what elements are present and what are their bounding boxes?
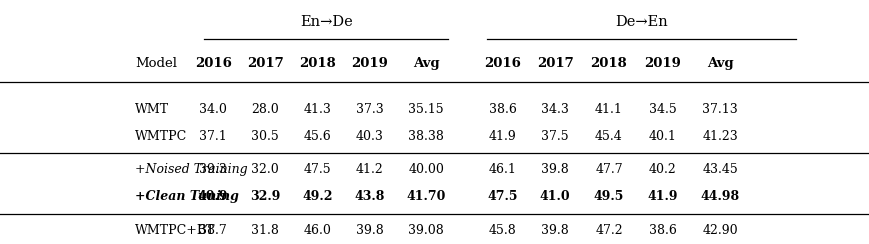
Text: +Clean Tuning: +Clean Tuning [135, 190, 238, 203]
Text: +Noised Training: +Noised Training [135, 163, 247, 176]
Text: 46.0: 46.0 [303, 224, 331, 237]
Text: 40.00: 40.00 [408, 163, 444, 176]
Text: WMTPC: WMTPC [135, 130, 187, 143]
Text: 34.3: 34.3 [541, 103, 568, 116]
Text: 44.98: 44.98 [700, 190, 739, 203]
Text: 32.0: 32.0 [251, 163, 279, 176]
Text: 39.08: 39.08 [408, 224, 444, 237]
Text: 49.5: 49.5 [594, 190, 623, 203]
Text: 38.7: 38.7 [199, 224, 227, 237]
Text: 37.13: 37.13 [701, 103, 738, 116]
Text: 34.0: 34.0 [199, 103, 227, 116]
Text: 30.5: 30.5 [251, 130, 279, 143]
Text: 28.0: 28.0 [251, 103, 279, 116]
Text: 2019: 2019 [644, 57, 680, 70]
Text: 40.1: 40.1 [648, 130, 676, 143]
Text: 2017: 2017 [247, 57, 283, 70]
Text: 43.8: 43.8 [355, 190, 384, 203]
Text: 32.9: 32.9 [250, 190, 280, 203]
Text: 39.8: 39.8 [355, 224, 383, 237]
Text: 39.8: 39.8 [541, 163, 568, 176]
Text: 38.6: 38.6 [488, 103, 516, 116]
Text: 38.38: 38.38 [408, 130, 444, 143]
Text: Model: Model [135, 57, 176, 70]
Text: 39.8: 39.8 [541, 224, 568, 237]
Text: 37.5: 37.5 [541, 130, 568, 143]
Text: Avg: Avg [706, 57, 733, 70]
Text: 34.5: 34.5 [648, 103, 676, 116]
Text: 47.7: 47.7 [594, 163, 622, 176]
Text: 39.3: 39.3 [199, 163, 227, 176]
Text: Avg: Avg [413, 57, 439, 70]
Text: 37.1: 37.1 [199, 130, 227, 143]
Text: 2018: 2018 [299, 57, 335, 70]
Text: 47.2: 47.2 [594, 224, 622, 237]
Text: 35.15: 35.15 [408, 103, 443, 116]
Text: 40.3: 40.3 [355, 130, 383, 143]
Text: 47.5: 47.5 [487, 190, 518, 203]
Text: 38.6: 38.6 [648, 224, 676, 237]
Text: 41.9: 41.9 [647, 190, 678, 203]
Text: 45.8: 45.8 [488, 224, 516, 237]
Text: 41.0: 41.0 [539, 190, 570, 203]
Text: 42.90: 42.90 [702, 224, 737, 237]
Text: 2019: 2019 [351, 57, 388, 70]
Text: 41.1: 41.1 [594, 103, 622, 116]
Text: 41.23: 41.23 [701, 130, 738, 143]
Text: 45.6: 45.6 [303, 130, 331, 143]
Text: WMT: WMT [135, 103, 169, 116]
Text: 45.4: 45.4 [594, 130, 622, 143]
Text: 41.9: 41.9 [488, 130, 516, 143]
Text: 37.3: 37.3 [355, 103, 383, 116]
Text: 40.9: 40.9 [197, 190, 229, 203]
Text: En→De: En→De [300, 15, 352, 29]
Text: 47.5: 47.5 [303, 163, 331, 176]
Text: WMTPC+BT: WMTPC+BT [135, 224, 216, 237]
Text: 41.70: 41.70 [406, 190, 446, 203]
Text: 46.1: 46.1 [488, 163, 516, 176]
Text: 31.8: 31.8 [251, 224, 279, 237]
Text: 41.3: 41.3 [303, 103, 331, 116]
Text: 2018: 2018 [590, 57, 627, 70]
Text: De→En: De→En [614, 15, 667, 29]
Text: 40.2: 40.2 [648, 163, 676, 176]
Text: 2016: 2016 [195, 57, 231, 70]
Text: 2017: 2017 [536, 57, 573, 70]
Text: 2016: 2016 [484, 57, 521, 70]
Text: 43.45: 43.45 [701, 163, 738, 176]
Text: 41.2: 41.2 [355, 163, 383, 176]
Text: 49.2: 49.2 [302, 190, 333, 203]
